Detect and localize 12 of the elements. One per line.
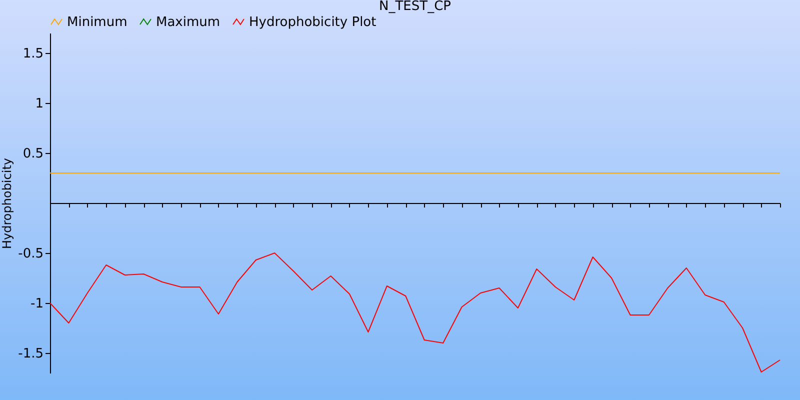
legend-label: Minimum [67,14,128,30]
y-tick-label: -0.5 [18,246,44,262]
legend-label: Hydrophobicity Plot [249,14,376,30]
chart-title: N_TEST_CP [379,0,452,14]
y-tick-label: -1 [30,296,44,312]
y-tick-label: -1.5 [18,346,44,362]
line-series [50,252,780,372]
y-axis-title: Hydrophobicity [0,158,14,250]
y-tick-label: 1.5 [22,46,44,62]
legend-label: Maximum [156,14,220,30]
y-tick-label: 1 [35,96,44,112]
y-tick-label: 0.5 [22,146,44,162]
